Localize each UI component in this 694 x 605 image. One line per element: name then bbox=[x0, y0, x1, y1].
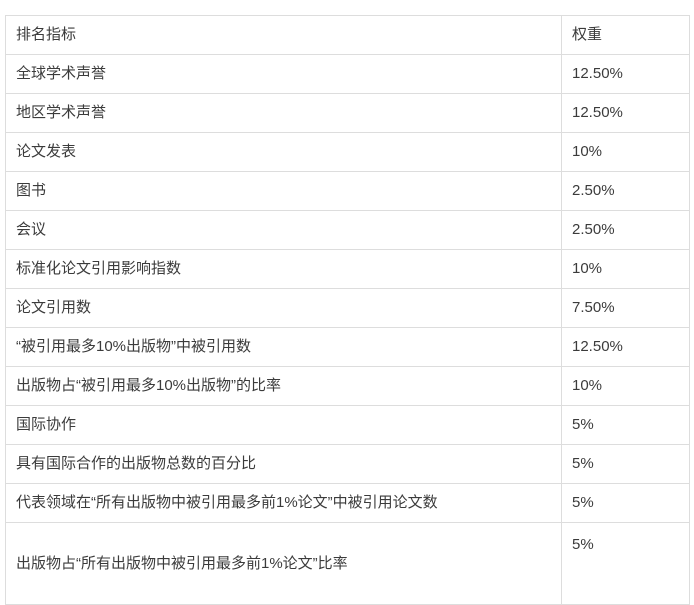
table-row: 出版物占“所有出版物中被引用最多前1%论文”比率 5% bbox=[5, 522, 690, 605]
indicator-cell: 图书 bbox=[5, 171, 562, 211]
table-row: 具有国际合作的出版物总数的百分比 5% bbox=[5, 444, 690, 484]
weight-cell: 5% bbox=[561, 405, 690, 445]
column-header-indicator: 排名指标 bbox=[5, 15, 562, 55]
indicator-cell: 全球学术声誉 bbox=[5, 54, 562, 94]
table-row: 论文引用数 7.50% bbox=[5, 288, 690, 328]
weight-cell: 2.50% bbox=[561, 210, 690, 250]
weight-cell: 5% bbox=[561, 483, 690, 523]
weight-cell: 2.50% bbox=[561, 171, 690, 211]
indicator-cell: 论文引用数 bbox=[5, 288, 562, 328]
weight-cell: 10% bbox=[561, 366, 690, 406]
table-row: “被引用最多10%出版物”中被引用数 12.50% bbox=[5, 327, 690, 367]
indicator-cell: “被引用最多10%出版物”中被引用数 bbox=[5, 327, 562, 367]
weight-cell: 5% bbox=[561, 444, 690, 484]
weight-cell: 12.50% bbox=[561, 327, 690, 367]
indicator-cell: 会议 bbox=[5, 210, 562, 250]
indicator-cell: 出版物占“被引用最多10%出版物”的比率 bbox=[5, 366, 562, 406]
table-row: 代表领域在“所有出版物中被引用最多前1%论文”中被引用论文数 5% bbox=[5, 483, 690, 523]
ranking-indicators-table: 排名指标 权重 全球学术声誉 12.50% 地区学术声誉 12.50% 论文发表… bbox=[5, 15, 690, 605]
indicator-cell: 代表领域在“所有出版物中被引用最多前1%论文”中被引用论文数 bbox=[5, 483, 562, 523]
indicator-cell: 国际协作 bbox=[5, 405, 562, 445]
table-row: 论文发表 10% bbox=[5, 132, 690, 172]
table-row: 标准化论文引用影响指数 10% bbox=[5, 249, 690, 289]
ranking-weight-table-container: 排名指标 权重 全球学术声誉 12.50% 地区学术声誉 12.50% 论文发表… bbox=[5, 15, 690, 605]
weight-cell: 10% bbox=[561, 249, 690, 289]
table-row: 图书 2.50% bbox=[5, 171, 690, 211]
column-header-weight: 权重 bbox=[561, 15, 690, 55]
indicator-cell: 论文发表 bbox=[5, 132, 562, 172]
weight-cell: 12.50% bbox=[561, 54, 690, 94]
table-row: 出版物占“被引用最多10%出版物”的比率 10% bbox=[5, 366, 690, 406]
table-row: 全球学术声誉 12.50% bbox=[5, 54, 690, 94]
table-row: 会议 2.50% bbox=[5, 210, 690, 250]
indicator-cell: 地区学术声誉 bbox=[5, 93, 562, 133]
weight-cell: 10% bbox=[561, 132, 690, 172]
table-row: 地区学术声誉 12.50% bbox=[5, 93, 690, 133]
indicator-cell: 具有国际合作的出版物总数的百分比 bbox=[5, 444, 562, 484]
indicator-cell: 标准化论文引用影响指数 bbox=[5, 249, 562, 289]
weight-cell: 5% bbox=[561, 522, 690, 605]
table-header-row: 排名指标 权重 bbox=[5, 15, 690, 55]
indicator-cell: 出版物占“所有出版物中被引用最多前1%论文”比率 bbox=[5, 522, 562, 605]
weight-cell: 12.50% bbox=[561, 93, 690, 133]
table-row: 国际协作 5% bbox=[5, 405, 690, 445]
weight-cell: 7.50% bbox=[561, 288, 690, 328]
